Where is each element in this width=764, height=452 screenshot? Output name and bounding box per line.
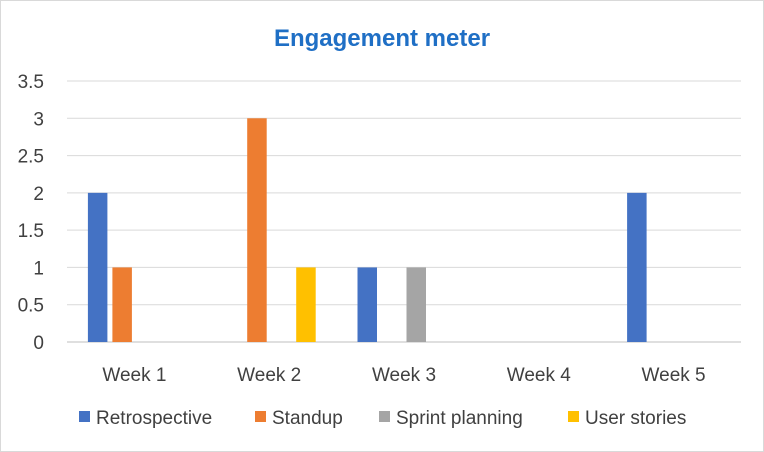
x-tick-label: Week 4 — [507, 365, 572, 386]
y-tick-label: 3 — [33, 109, 44, 130]
y-tick-label: 3.5 — [18, 72, 44, 93]
legend-swatch — [379, 411, 390, 422]
bar — [357, 267, 377, 342]
legend-label: User stories — [585, 408, 686, 429]
y-tick-label: 1.5 — [18, 221, 44, 242]
legend-label: Sprint planning — [396, 408, 523, 429]
legend-swatch — [79, 411, 90, 422]
y-tick-label: 1 — [33, 258, 44, 279]
bar — [247, 118, 267, 343]
legend: Retrospective Standup Sprint planning User … — [79, 408, 686, 429]
y-axis-ticks: 0 0.5 1 1.5 2 2.5 3 3.5 — [18, 72, 44, 354]
bar — [406, 267, 426, 342]
legend-label: Standup — [272, 408, 343, 429]
bar — [296, 267, 316, 342]
bars — [87, 118, 647, 343]
y-tick-label: 2 — [33, 184, 44, 205]
x-tick-label: Week 5 — [642, 365, 706, 386]
x-axis-ticks: Week 1 Week 2 Week 3 Week 4 Week 5 — [102, 365, 705, 386]
legend-swatch — [255, 411, 266, 422]
x-tick-label: Week 2 — [237, 365, 301, 386]
bar — [627, 192, 647, 342]
y-tick-label: 2.5 — [18, 147, 44, 168]
y-tick-label: 0 — [33, 333, 44, 354]
legend-label: Retrospective — [96, 408, 212, 429]
bar — [87, 192, 108, 342]
bar — [112, 267, 132, 342]
chart-title: Engagement meter — [274, 25, 490, 52]
x-tick-label: Week 3 — [372, 365, 436, 386]
legend-swatch — [568, 411, 579, 422]
x-tick-label: Week 1 — [102, 365, 166, 386]
y-tick-label: 0.5 — [18, 296, 44, 317]
